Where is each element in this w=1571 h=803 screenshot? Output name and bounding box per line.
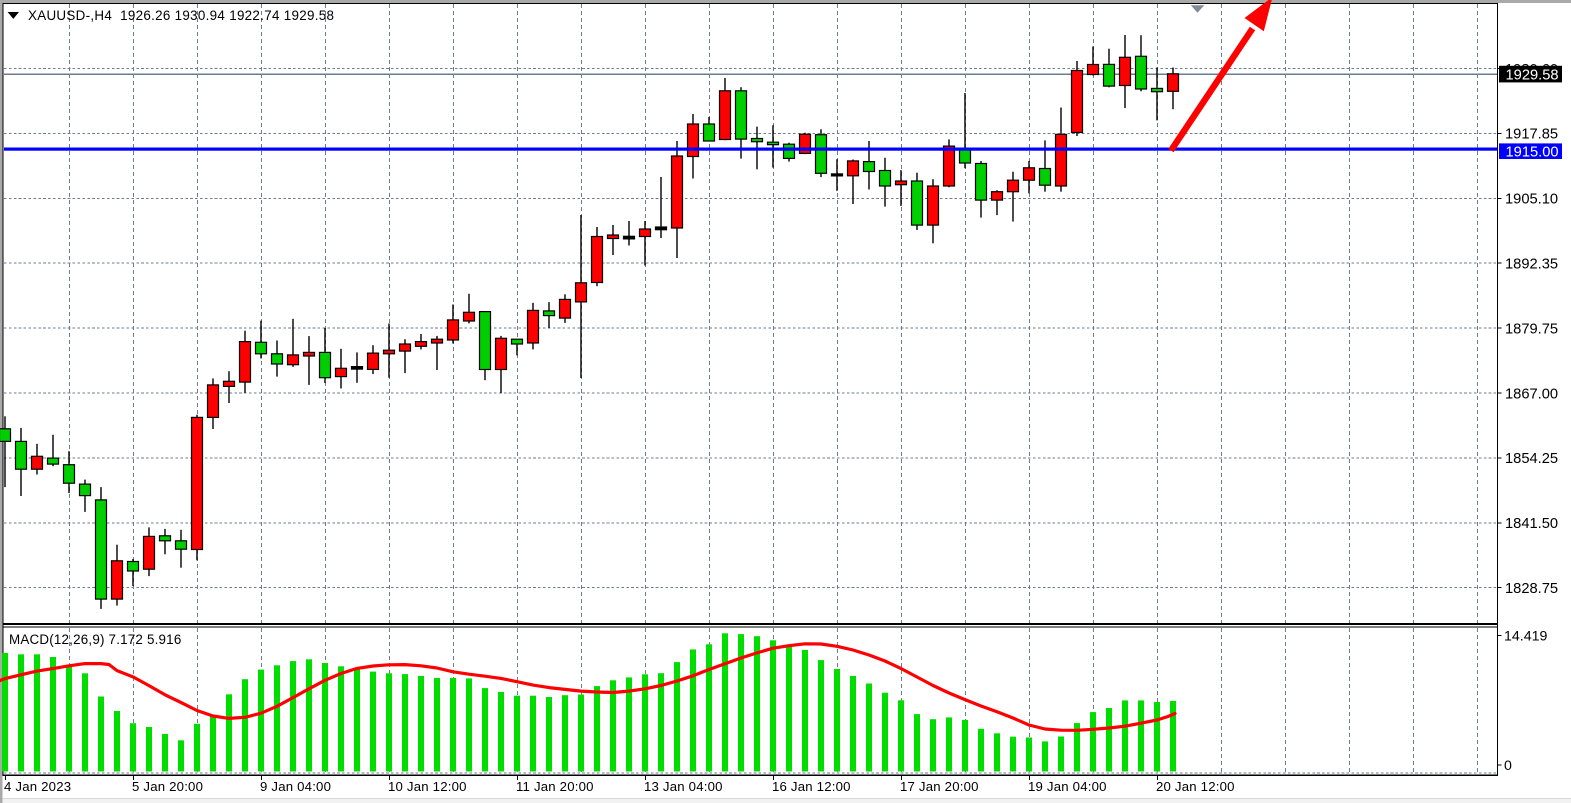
svg-text:19 Jan 04:00: 19 Jan 04:00 (1028, 779, 1107, 794)
svg-text:9 Jan 04:00: 9 Jan 04:00 (260, 779, 331, 794)
svg-text:5 Jan 20:00: 5 Jan 20:00 (132, 779, 203, 794)
svg-text:1867.00: 1867.00 (1505, 386, 1558, 402)
svg-text:20 Jan 12:00: 20 Jan 12:00 (1156, 779, 1235, 794)
svg-text:11 Jan 20:00: 11 Jan 20:00 (516, 779, 594, 794)
svg-text:1929.58: 1929.58 (1506, 67, 1559, 83)
svg-text:14.419: 14.419 (1504, 629, 1548, 645)
svg-text:10 Jan 12:00: 10 Jan 12:00 (388, 779, 467, 794)
svg-text:0: 0 (1504, 758, 1512, 774)
svg-text:MACD(12,26,9) 7.172 5.916: MACD(12,26,9) 7.172 5.916 (9, 632, 181, 647)
svg-text:XAUUSD-,H4 1926.26 1930.94 19: XAUUSD-,H4 1926.26 1930.94 1922.74 1929.… (28, 8, 334, 23)
svg-text:1841.50: 1841.50 (1505, 516, 1558, 532)
svg-text:1892.35: 1892.35 (1505, 257, 1558, 273)
svg-text:4 Jan 2023: 4 Jan 2023 (4, 779, 71, 794)
svg-text:1854.25: 1854.25 (1505, 451, 1558, 467)
svg-text:1828.75: 1828.75 (1505, 581, 1558, 597)
svg-text:1917.85: 1917.85 (1505, 127, 1558, 143)
svg-text:16 Jan 12:00: 16 Jan 12:00 (772, 779, 851, 794)
svg-text:1879.75: 1879.75 (1505, 321, 1558, 337)
svg-text:1915.00: 1915.00 (1506, 145, 1559, 161)
svg-text:13 Jan 04:00: 13 Jan 04:00 (644, 779, 723, 794)
svg-text:17 Jan 20:00: 17 Jan 20:00 (900, 779, 979, 794)
svg-text:1905.10: 1905.10 (1505, 192, 1558, 208)
